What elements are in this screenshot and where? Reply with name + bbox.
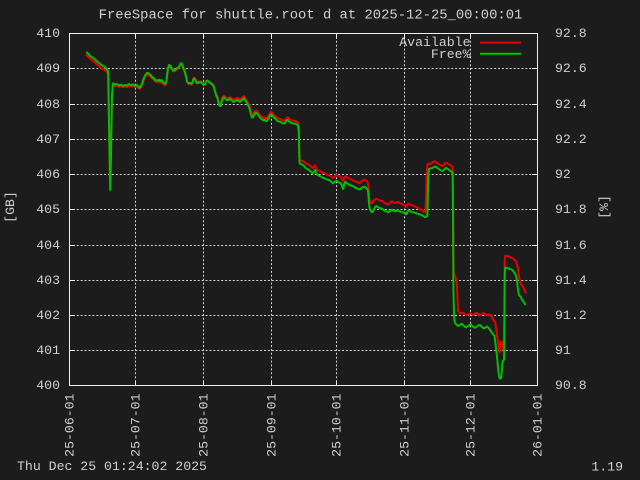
svg-text:FreeSpace for shuttle.root d a: FreeSpace for shuttle.root d at 2025-12-…: [99, 7, 523, 23]
svg-text:25-06-01: 25-06-01: [63, 393, 78, 456]
svg-text:402: 402: [36, 308, 60, 323]
svg-text:405: 405: [36, 202, 60, 217]
svg-text:92.6: 92.6: [555, 61, 587, 76]
svg-text:25-12-01: 25-12-01: [464, 393, 479, 456]
svg-text:Thu Dec 25 01:24:02 2025: Thu Dec 25 01:24:02 2025: [17, 459, 207, 474]
svg-text:407: 407: [36, 132, 60, 147]
svg-text:91.8: 91.8: [555, 202, 587, 217]
svg-text:25-09-01: 25-09-01: [265, 393, 280, 456]
svg-text:25-11-01: 25-11-01: [398, 393, 413, 456]
svg-text:91.4: 91.4: [555, 273, 587, 288]
svg-text:404: 404: [36, 238, 60, 253]
svg-text:91.2: 91.2: [555, 308, 587, 323]
svg-text:410: 410: [36, 26, 60, 41]
svg-text:[%]: [%]: [597, 195, 612, 219]
svg-text:92.4: 92.4: [555, 97, 587, 112]
svg-text:90.8: 90.8: [555, 378, 587, 393]
svg-text:403: 403: [36, 273, 60, 288]
svg-text:409: 409: [36, 61, 60, 76]
svg-text:91: 91: [555, 343, 571, 358]
svg-text:401: 401: [36, 343, 60, 358]
svg-text:406: 406: [36, 167, 60, 182]
svg-text:92: 92: [555, 167, 571, 182]
svg-text:92.2: 92.2: [555, 132, 587, 147]
svg-text:25-08-01: 25-08-01: [197, 393, 212, 456]
svg-text:91.6: 91.6: [555, 238, 587, 253]
svg-text:Available: Available: [399, 35, 470, 50]
svg-text:92.8: 92.8: [555, 26, 587, 41]
svg-text:400: 400: [36, 378, 60, 393]
svg-text:Free%: Free%: [431, 47, 471, 62]
svg-text:26-01-01: 26-01-01: [531, 393, 546, 456]
svg-text:1.19: 1.19: [591, 460, 623, 475]
svg-text:408: 408: [36, 97, 60, 112]
svg-text:25-10-01: 25-10-01: [330, 393, 345, 456]
svg-text:[GB]: [GB]: [3, 191, 18, 223]
svg-text:25-07-01: 25-07-01: [129, 393, 144, 456]
